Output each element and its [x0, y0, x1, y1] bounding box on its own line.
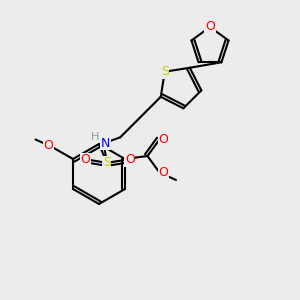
Text: O: O	[158, 133, 168, 146]
Text: O: O	[125, 153, 135, 166]
Text: H: H	[91, 132, 99, 142]
Text: O: O	[80, 153, 90, 166]
Text: N: N	[100, 137, 110, 150]
Text: O: O	[43, 139, 53, 152]
Text: O: O	[158, 166, 168, 179]
Text: S: S	[103, 156, 111, 169]
Text: O: O	[205, 20, 215, 34]
Text: S: S	[161, 65, 169, 78]
